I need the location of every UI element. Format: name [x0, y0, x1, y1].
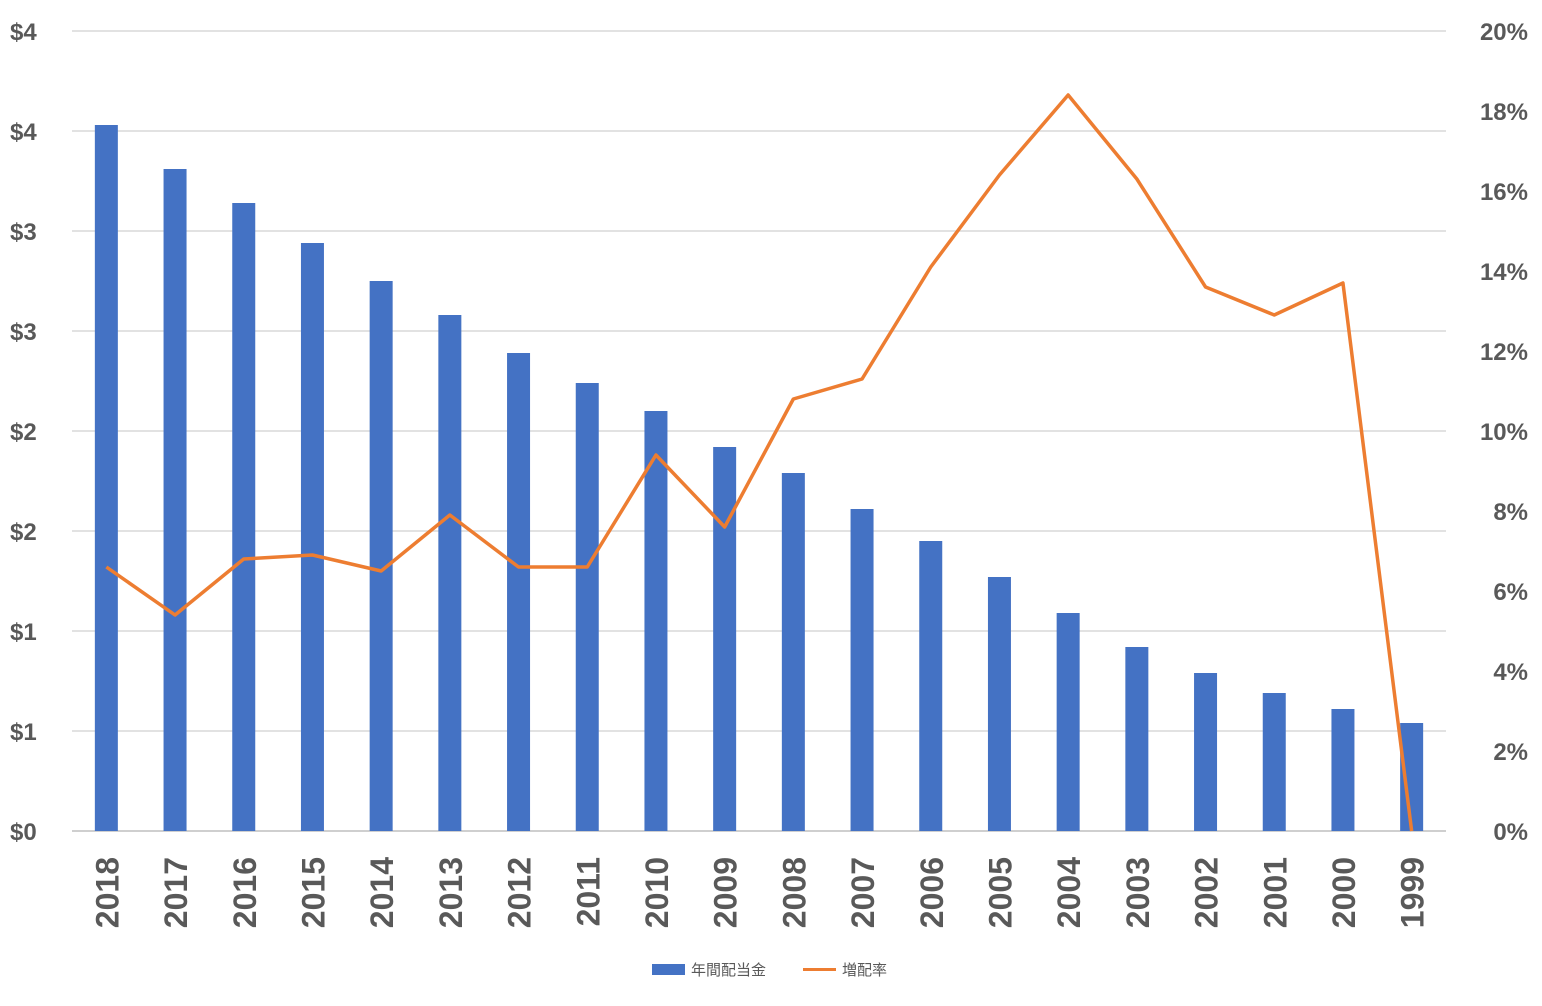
left-axis-tick-label: $1 — [10, 619, 37, 646]
x-axis-tick-label: 2018 — [89, 857, 125, 928]
bar-2009 — [713, 447, 737, 831]
bar-2008 — [781, 473, 805, 831]
bar-2016 — [232, 203, 256, 831]
bar-2012 — [507, 353, 531, 831]
x-axis-tick-label: 1999 — [1395, 857, 1431, 928]
x-axis-tick-label: 2007 — [845, 857, 881, 928]
bar-2002 — [1194, 673, 1218, 831]
gridlines — [72, 30, 1446, 832]
bar-1999 — [1400, 723, 1424, 831]
left-axis-tick-label: $3 — [10, 219, 37, 246]
right-axis-tick-label: 14% — [1480, 259, 1528, 286]
x-axis-tick-label: 2005 — [982, 857, 1018, 928]
x-axis-tick-label: 2014 — [364, 857, 400, 928]
x-axis: 2018 2017 2016 2015 2014 2013 2012 2011 2010 2009… — [89, 857, 1430, 928]
x-axis-tick-label: 2016 — [227, 857, 263, 928]
right-axis-tick-label: 4% — [1493, 659, 1528, 686]
right-axis-tick-label: 20% — [1480, 19, 1528, 46]
x-axis-tick-label: 2013 — [433, 857, 469, 928]
legend-label-growth-rate: 増配率 — [842, 961, 887, 979]
x-axis-tick-label: 2015 — [295, 857, 331, 928]
right-axis-tick-label: 12% — [1480, 339, 1528, 366]
left-axis-tick-label: $0 — [10, 819, 37, 846]
bar-series-dividend — [94, 125, 1424, 831]
x-axis-tick-label: 2008 — [776, 857, 812, 928]
legend-swatch-dividend — [652, 964, 685, 975]
right-axis-tick-label: 2% — [1493, 739, 1528, 766]
bar-2000 — [1331, 709, 1355, 831]
legend: 年間配当金 増配率 — [652, 961, 887, 979]
x-axis-tick-label: 2012 — [502, 857, 538, 928]
right-axis-tick-label: 10% — [1480, 419, 1528, 446]
bar-2018 — [94, 125, 118, 831]
left-axis-tick-label: $3 — [10, 319, 37, 346]
left-axis-tick-label: $2 — [10, 519, 37, 546]
bar-2001 — [1262, 693, 1286, 831]
legend-label-dividend: 年間配当金 — [691, 961, 766, 979]
bar-2013 — [438, 315, 462, 831]
x-axis-tick-label: 2010 — [639, 857, 675, 928]
left-axis-tick-label: $2 — [10, 419, 37, 446]
line-series-growth-rate — [105, 93, 1414, 832]
bar-2015 — [300, 243, 324, 831]
x-axis-tick-label: 2011 — [570, 857, 606, 926]
x-axis-tick-label: 2002 — [1189, 857, 1225, 928]
left-axis-tick-label: $4 — [10, 119, 37, 146]
right-y-axis: 0% 2% 4% 6% 8% 10% 12% 14% 16% 18% 20% — [1480, 19, 1528, 846]
x-axis-tick-label: 2000 — [1326, 857, 1362, 928]
right-axis-tick-label: 8% — [1493, 499, 1528, 526]
growth-rate-line — [105, 93, 1414, 832]
bar-2017 — [163, 169, 187, 831]
x-axis-tick-label: 2003 — [1120, 857, 1156, 928]
right-axis-tick-label: 6% — [1493, 579, 1528, 606]
right-axis-tick-label: 0% — [1493, 819, 1528, 846]
right-axis-tick-label: 16% — [1480, 179, 1528, 206]
x-axis-tick-label: 2009 — [708, 857, 744, 928]
x-axis-tick-label: 2004 — [1051, 857, 1087, 928]
bar-2010 — [644, 411, 668, 831]
x-axis-tick-label: 2006 — [914, 857, 950, 928]
x-axis-tick-label: 2001 — [1257, 857, 1293, 928]
bar-2014 — [369, 281, 393, 831]
left-axis-tick-label: $1 — [10, 719, 37, 746]
bar-2005 — [987, 577, 1011, 831]
bar-2006 — [919, 541, 943, 831]
bar-2007 — [850, 509, 874, 831]
left-y-axis: $0 $1 $1 $2 $2 $3 $3 $4 $4 — [10, 19, 37, 846]
bar-2004 — [1056, 613, 1080, 831]
right-axis-tick-label: 18% — [1480, 99, 1528, 126]
left-axis-tick-label: $4 — [10, 19, 37, 46]
bar-2011 — [575, 383, 599, 831]
bar-2003 — [1125, 647, 1149, 831]
x-axis-tick-label: 2017 — [158, 857, 194, 928]
